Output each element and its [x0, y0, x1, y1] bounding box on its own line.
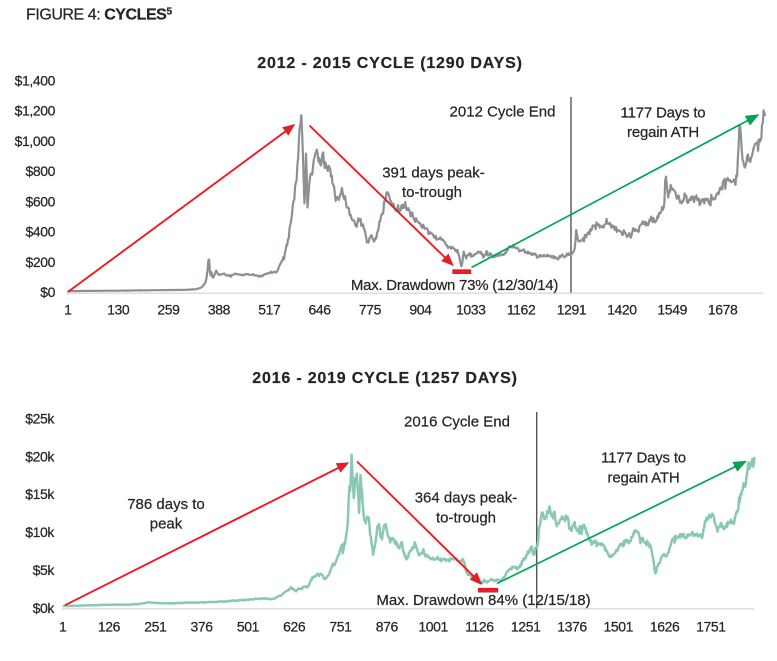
svg-text:$15k: $15k	[25, 486, 55, 502]
svg-text:$1,400: $1,400	[15, 73, 56, 89]
svg-text:$400: $400	[25, 224, 55, 240]
svg-text:517: 517	[258, 302, 281, 318]
svg-text:1678: 1678	[708, 302, 738, 318]
svg-text:2012 Cycle End: 2012 Cycle End	[450, 104, 556, 121]
svg-text:$600: $600	[25, 193, 55, 209]
svg-text:1001: 1001	[418, 619, 448, 635]
svg-text:to-trough: to-trough	[436, 510, 496, 527]
svg-text:876: 876	[376, 619, 399, 635]
svg-text:1751: 1751	[696, 619, 726, 635]
svg-text:1177 Days to: 1177 Days to	[621, 105, 706, 122]
svg-text:626: 626	[283, 619, 306, 635]
svg-text:376: 376	[191, 619, 214, 635]
svg-text:regain ATH: regain ATH	[627, 124, 699, 141]
svg-text:904: 904	[409, 302, 432, 318]
svg-text:$0k: $0k	[33, 600, 56, 616]
svg-text:1177 Days to: 1177 Days to	[601, 450, 686, 467]
svg-text:646: 646	[309, 302, 332, 318]
svg-text:364 days peak-: 364 days peak-	[415, 490, 518, 507]
svg-text:to-trough: to-trough	[402, 184, 462, 201]
svg-text:1126: 1126	[465, 619, 494, 635]
svg-text:$10k: $10k	[25, 524, 55, 540]
svg-text:2012 - 2015 CYCLE (1290 DAYS): 2012 - 2015 CYCLE (1290 DAYS)	[257, 55, 522, 72]
svg-text:2016 Cycle End: 2016 Cycle End	[404, 414, 510, 431]
svg-text:$1,200: $1,200	[15, 103, 56, 119]
svg-text:1291: 1291	[557, 302, 587, 318]
svg-text:$0: $0	[40, 284, 55, 300]
svg-text:2016 - 2019 CYCLE (1257 DAYS): 2016 - 2019 CYCLE (1257 DAYS)	[252, 370, 517, 387]
svg-text:388: 388	[208, 302, 231, 318]
svg-text:regain ATH: regain ATH	[608, 470, 680, 487]
svg-text:1626: 1626	[650, 619, 680, 635]
svg-text:1501: 1501	[604, 619, 634, 635]
svg-text:775: 775	[359, 302, 382, 318]
svg-text:1: 1	[59, 619, 67, 635]
svg-text:1549: 1549	[657, 302, 687, 318]
svg-text:501: 501	[237, 619, 260, 635]
svg-text:$200: $200	[25, 254, 55, 270]
svg-text:$800: $800	[25, 163, 55, 179]
svg-text:251: 251	[144, 619, 167, 635]
svg-text:1162: 1162	[507, 302, 536, 318]
svg-text:peak: peak	[150, 516, 183, 533]
svg-text:Max. Drawdown 84% (12/15/18): Max. Drawdown 84% (12/15/18)	[376, 592, 590, 609]
svg-text:1376: 1376	[557, 619, 587, 635]
svg-text:391 days peak-: 391 days peak-	[382, 165, 485, 182]
svg-text:$25k: $25k	[25, 410, 55, 426]
svg-text:1251: 1251	[511, 619, 541, 635]
svg-text:$5k: $5k	[33, 562, 56, 578]
svg-text:FIGURE 4: CYCLES5: FIGURE 4: CYCLES5	[26, 6, 172, 24]
svg-text:Max. Drawdown 73% (12/30/14): Max. Drawdown 73% (12/30/14)	[351, 277, 559, 294]
svg-text:751: 751	[329, 619, 352, 635]
svg-text:786 days to: 786 days to	[127, 496, 205, 513]
svg-text:$1,000: $1,000	[15, 133, 56, 149]
svg-text:1420: 1420	[607, 302, 637, 318]
svg-text:1033: 1033	[456, 302, 486, 318]
svg-text:126: 126	[98, 619, 121, 635]
svg-text:$20k: $20k	[25, 448, 55, 464]
svg-text:1: 1	[64, 302, 72, 318]
svg-text:259: 259	[157, 302, 180, 318]
svg-text:130: 130	[107, 302, 130, 318]
